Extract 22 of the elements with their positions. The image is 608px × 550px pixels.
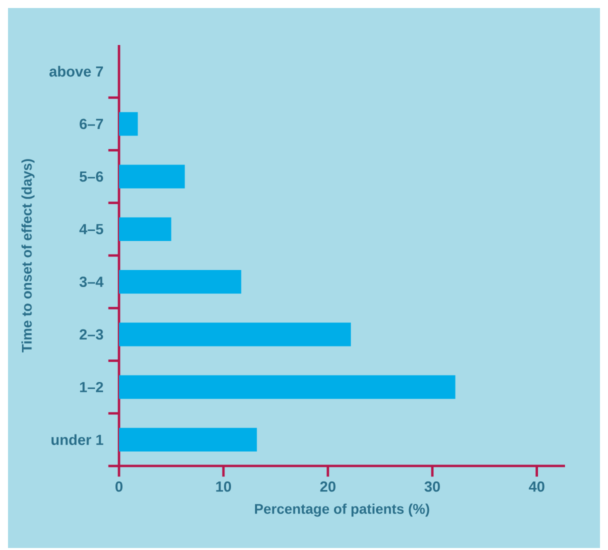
bar	[119, 164, 185, 188]
y-tick-label: 1–2	[80, 382, 104, 392]
x-tick-label: 40	[528, 481, 544, 492]
x-tick-label: 10	[216, 481, 231, 492]
y-tick-label: 2–3	[80, 329, 104, 340]
bar	[119, 217, 172, 242]
bar	[119, 112, 138, 136]
y-tick-label: 3–4	[79, 276, 104, 288]
bar	[119, 270, 242, 294]
y-tick-label: 4–5	[79, 224, 104, 234]
x-axis-title: Percentage of patients (%)	[255, 504, 430, 517]
y-tick-label: above 7	[49, 66, 103, 77]
y-tick-label: under 1	[52, 434, 104, 446]
x-tick-label: 20	[320, 481, 336, 492]
bar	[119, 428, 257, 452]
y-axis-title: Time to onset of effect (days)	[21, 159, 35, 352]
y-tick-label: 5–6	[80, 171, 104, 182]
x-tick-label: 0	[116, 481, 122, 492]
y-tick-label: 6–7	[80, 118, 103, 130]
x-tick-label: 30	[424, 481, 440, 492]
bar	[119, 322, 351, 346]
bar	[119, 375, 456, 399]
